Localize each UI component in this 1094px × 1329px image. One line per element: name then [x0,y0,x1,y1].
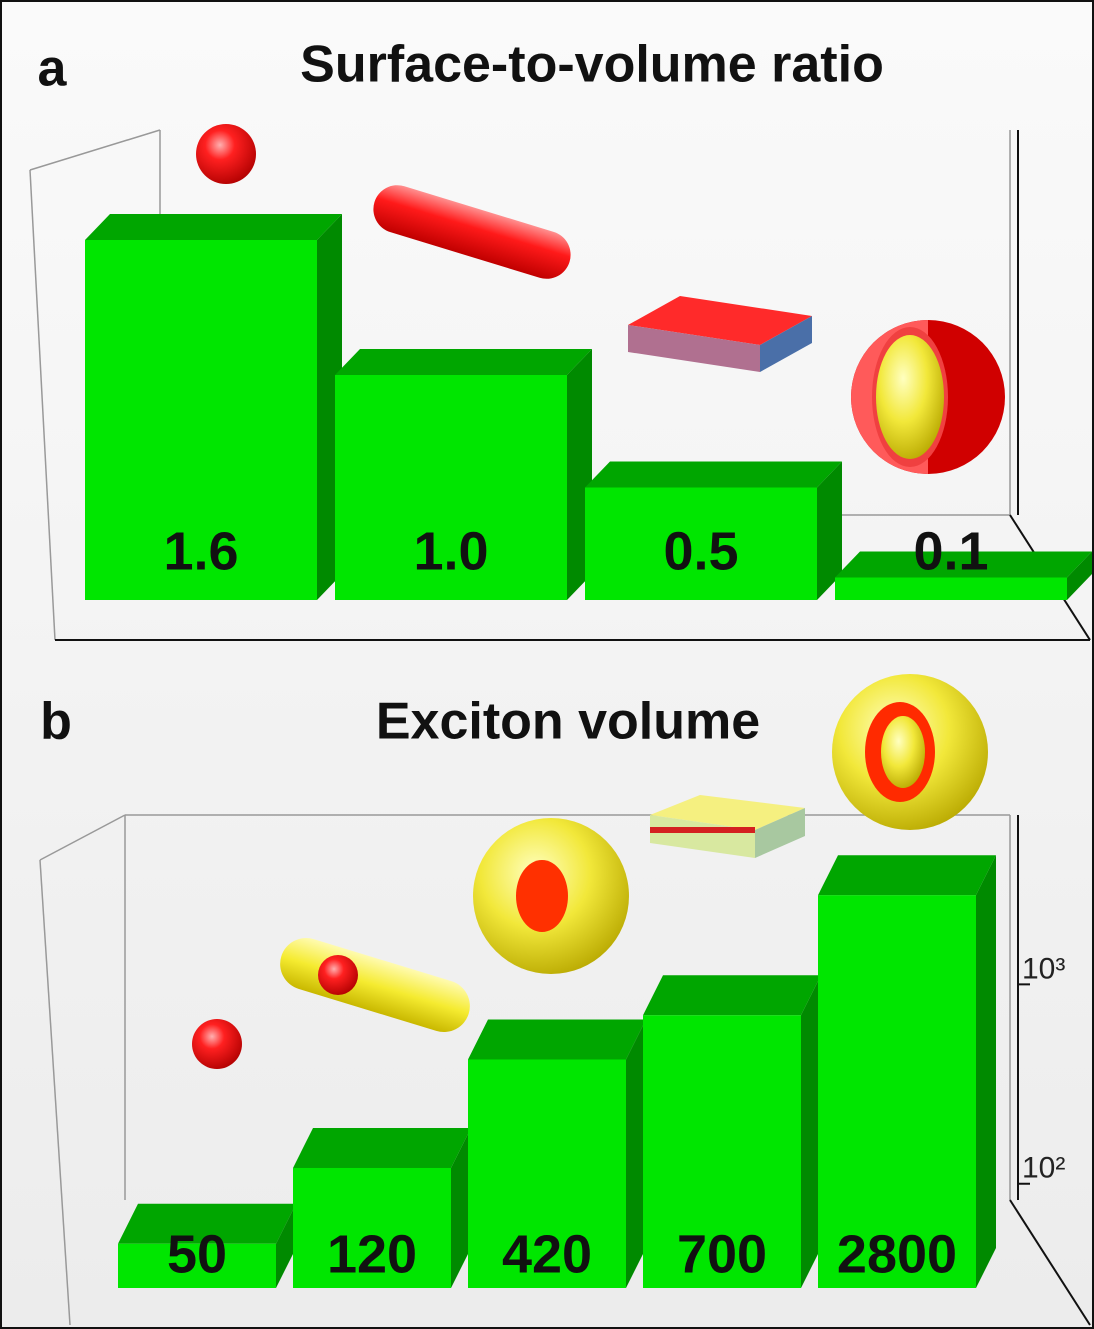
figure: a Surface-to-volume ratio b Exciton volu… [0,0,1094,1329]
value-label: 700 [677,1224,767,1284]
value-label: 1.0 [413,521,488,581]
y-tick-label: 10² [1022,1152,1065,1185]
bar-top [293,1128,471,1168]
value-label: 0.1 [913,521,988,581]
y-tick-label: 10³ [1022,952,1065,985]
bar-top [818,855,996,895]
panel-label: b [40,693,72,751]
value-label: 2800 [837,1224,957,1284]
value-label: 0.5 [663,521,738,581]
value-label: 50 [167,1224,227,1284]
value-label: 1.6 [163,521,238,581]
bar-top [335,349,592,375]
panel-label: a [38,40,68,98]
bar-side [976,855,996,1288]
bar-top [85,214,342,240]
value-label: 420 [502,1224,592,1284]
bar-top [468,1019,646,1059]
value-label: 120 [327,1224,417,1284]
bar-top [643,975,821,1015]
bar-top [585,462,842,488]
chart-title: Surface-to-volume ratio [300,36,884,94]
chart-title: Exciton volume [376,693,760,751]
